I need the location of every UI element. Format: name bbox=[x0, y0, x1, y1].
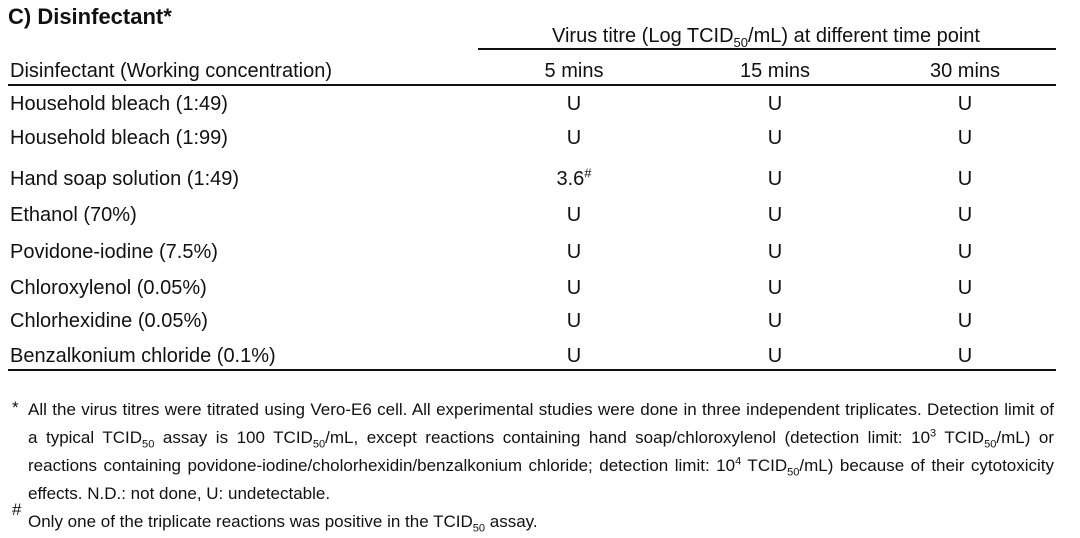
value-cell: U bbox=[768, 309, 782, 333]
value-cell: U bbox=[768, 240, 782, 264]
row-label: Household bleach (1:99) bbox=[10, 126, 228, 150]
row-label: Ethanol (70%) bbox=[10, 203, 137, 227]
text-run: U bbox=[957, 310, 973, 332]
row-label: Hand soap solution (1:49) bbox=[10, 167, 239, 191]
row-label: Benzalkonium chloride (0.1%) bbox=[10, 344, 276, 368]
subscript: 50 bbox=[733, 35, 749, 50]
value-cell: U bbox=[958, 167, 972, 191]
row-label: Chloroxylenol (0.05%) bbox=[10, 276, 207, 300]
text-run: Benzalkonium chloride (0.1%) bbox=[10, 345, 276, 367]
value-cell: U bbox=[567, 309, 581, 333]
text-run: Ethanol (70%) bbox=[10, 204, 137, 226]
column-header: 30 mins bbox=[929, 60, 1001, 82]
text-run: U bbox=[957, 277, 973, 299]
value-cell: U bbox=[567, 240, 581, 264]
value-cell: U bbox=[768, 276, 782, 300]
text-run: U bbox=[767, 168, 783, 190]
row-label: Chlorhexidine (0.05%) bbox=[10, 309, 208, 333]
title: C) Disinfectant* bbox=[8, 4, 172, 29]
subscript: 50 bbox=[142, 438, 155, 451]
text-run: U bbox=[566, 241, 582, 263]
value-cell: U bbox=[768, 126, 782, 150]
text-run: /mL) or reactions containing povidone-io… bbox=[28, 428, 1055, 475]
value-cell: U bbox=[567, 203, 581, 227]
text-run: U bbox=[566, 127, 582, 149]
rule bbox=[8, 84, 1056, 86]
text-run: U bbox=[767, 345, 783, 367]
row-label: Household bleach (1:49) bbox=[10, 92, 228, 116]
value-cell: U bbox=[958, 276, 972, 300]
text-run: U bbox=[957, 127, 973, 149]
text-run: U bbox=[566, 277, 582, 299]
text-run: U bbox=[957, 345, 973, 367]
column-header: Disinfectant (Working concentration) bbox=[10, 60, 332, 82]
text-run: Household bleach (1:49) bbox=[10, 93, 228, 115]
value-cell: U bbox=[567, 126, 581, 150]
text-run: /mL) at different time point bbox=[748, 25, 980, 47]
value-cell: U bbox=[958, 126, 972, 150]
text-run: U bbox=[767, 277, 783, 299]
value-cell: U bbox=[768, 167, 782, 191]
text-run: All the virus titres were titrated using… bbox=[28, 400, 1054, 447]
text-run: U bbox=[566, 310, 582, 332]
text-run: Household bleach (1:99) bbox=[10, 127, 228, 149]
row-label: Povidone-iodine (7.5%) bbox=[10, 240, 218, 264]
text-run: U bbox=[767, 310, 783, 332]
text-run: assay is 100 TCID bbox=[154, 428, 313, 447]
footnote-marker: # bbox=[12, 500, 22, 519]
text-run: /mL) because of their cytotoxicity effec… bbox=[28, 456, 1055, 503]
column-header: 5 mins bbox=[544, 60, 604, 82]
value-cell: 3.6# bbox=[556, 165, 592, 191]
text-run: U bbox=[957, 241, 973, 263]
text-run: Chloroxylenol (0.05%) bbox=[10, 277, 207, 299]
value-cell: U bbox=[768, 203, 782, 227]
rule bbox=[8, 369, 1056, 371]
value-cell: U bbox=[958, 92, 972, 116]
footnote-marker: * bbox=[12, 398, 19, 417]
subscript: 50 bbox=[787, 466, 800, 479]
footnote: All the virus titres were titrated using… bbox=[28, 396, 1054, 508]
text-run: TCID bbox=[936, 428, 985, 447]
subscript: 50 bbox=[984, 438, 997, 451]
subscript: 50 bbox=[472, 522, 486, 535]
text-run: Hand soap solution (1:49) bbox=[10, 168, 240, 190]
text-run: U bbox=[767, 127, 783, 149]
value-cell: U bbox=[958, 344, 972, 368]
subscript: 50 bbox=[312, 438, 326, 451]
superscript: 3 bbox=[930, 427, 937, 440]
text-run: /mL, except reactions containing hand so… bbox=[325, 428, 931, 447]
value-cell: U bbox=[958, 240, 972, 264]
value-cell: U bbox=[958, 203, 972, 227]
text-run: U bbox=[957, 204, 973, 226]
value-cell: U bbox=[567, 344, 581, 368]
text-run: U bbox=[566, 204, 582, 226]
value-cell: U bbox=[768, 344, 782, 368]
text-run: 3.6 bbox=[556, 168, 585, 190]
text-run: Virus titre (Log TCID bbox=[552, 25, 734, 47]
text-run: U bbox=[767, 241, 783, 263]
text-run: assay. bbox=[485, 512, 538, 531]
rule bbox=[478, 48, 1056, 50]
footnote: Only one of the triplicate reactions was… bbox=[28, 508, 1054, 536]
value-cell: U bbox=[958, 309, 972, 333]
text-run: Chlorhexidine (0.05%) bbox=[10, 310, 208, 332]
text-run: U bbox=[957, 93, 973, 115]
column-header: 15 mins bbox=[739, 60, 811, 82]
value-cell: U bbox=[567, 92, 581, 116]
text-run: U bbox=[957, 168, 973, 190]
text-run: U bbox=[566, 93, 582, 115]
text-run: U bbox=[767, 204, 783, 226]
superscript: 4 bbox=[735, 455, 742, 468]
value-cell: U bbox=[768, 92, 782, 116]
text-run: Only one of the triplicate reactions was… bbox=[28, 512, 473, 531]
group-header: Virus titre (Log TCID50/mL) at different… bbox=[552, 24, 980, 50]
value-cell: U bbox=[567, 276, 581, 300]
text-run: Povidone-iodine (7.5%) bbox=[10, 241, 218, 263]
text-run: TCID bbox=[741, 456, 788, 475]
text-run: U bbox=[566, 345, 582, 367]
superscript: # bbox=[584, 165, 592, 181]
text-run: U bbox=[767, 93, 783, 115]
